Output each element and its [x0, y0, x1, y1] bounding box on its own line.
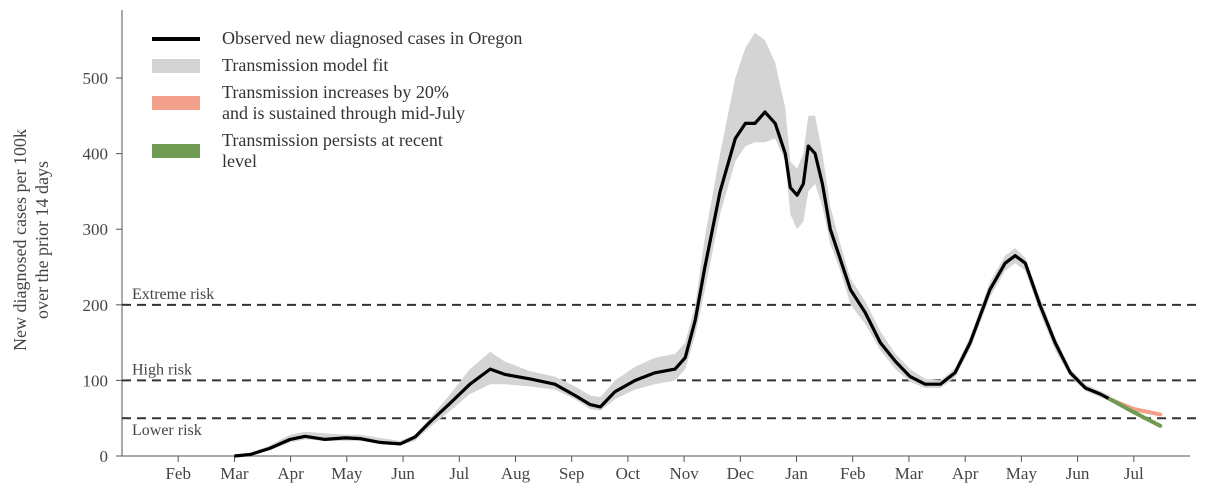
x-tick-label: Sep: [559, 464, 585, 483]
y-tick-label: 0: [100, 447, 109, 466]
x-tick-label: Nov: [669, 464, 699, 483]
legend-label: Transmission persists at recent level: [222, 130, 443, 171]
x-tick-label: Aug: [501, 464, 531, 483]
legend-label: Observed new diagnosed cases in Oregon: [222, 28, 523, 48]
legend-label: Transmission model fit: [222, 55, 389, 75]
legend-label: Transmission increases by 20% and is sus…: [222, 82, 465, 123]
legend-item: Transmission increases by 20% and is sus…: [152, 82, 522, 124]
x-tick-label: Apr: [952, 464, 979, 483]
legend-item: Transmission persists at recent level: [152, 130, 522, 172]
observed-line: [234, 110, 1111, 458]
y-tick-label: 200: [83, 296, 109, 315]
x-tick-label: May: [331, 464, 363, 483]
y-axis-title-line: over the prior 14 days: [32, 161, 52, 319]
risk-threshold-label: Extreme risk: [132, 286, 214, 303]
y-tick-label: 500: [83, 69, 109, 88]
y-axis-title-line: New diagnosed cases per 100k: [10, 129, 30, 351]
x-tick-label: Feb: [840, 464, 866, 483]
legend: Observed new diagnosed cases in Oregon Tr…: [152, 28, 522, 178]
y-axis-title: New diagnosed cases per 100k over the pr…: [10, 129, 52, 351]
x-tick-label: Feb: [165, 464, 191, 483]
x-tick-label: Jul: [1124, 464, 1144, 483]
x-tick-label: Dec: [727, 464, 755, 483]
x-tick-label: Mar: [895, 464, 924, 483]
y-tick-label: 300: [83, 220, 109, 239]
projection-line: [1108, 397, 1163, 428]
x-tick-label: Oct: [616, 464, 641, 483]
x-tick-label: Jun: [1066, 464, 1090, 483]
legend-item: Observed new diagnosed cases in Oregon: [152, 28, 522, 49]
x-tick-label: Jan: [785, 464, 808, 483]
model-fit-band: [234, 32, 1111, 456]
risk-threshold-label: Lower risk: [132, 422, 202, 439]
risk-threshold-label: High risk: [132, 361, 192, 378]
legend-key: [152, 144, 200, 158]
legend-key: [152, 58, 200, 73]
y-tick-label: 400: [83, 145, 109, 164]
x-tick-label: Jun: [391, 464, 415, 483]
x-tick-label: Mar: [220, 464, 249, 483]
x-tick-label: May: [1006, 464, 1038, 483]
x-tick-label: Apr: [277, 464, 304, 483]
legend-item: Transmission model fit: [152, 55, 522, 76]
legend-key: [152, 36, 200, 41]
y-tick-label: 100: [83, 371, 109, 390]
x-tick-label: Jul: [449, 464, 469, 483]
legend-key: [152, 96, 200, 110]
